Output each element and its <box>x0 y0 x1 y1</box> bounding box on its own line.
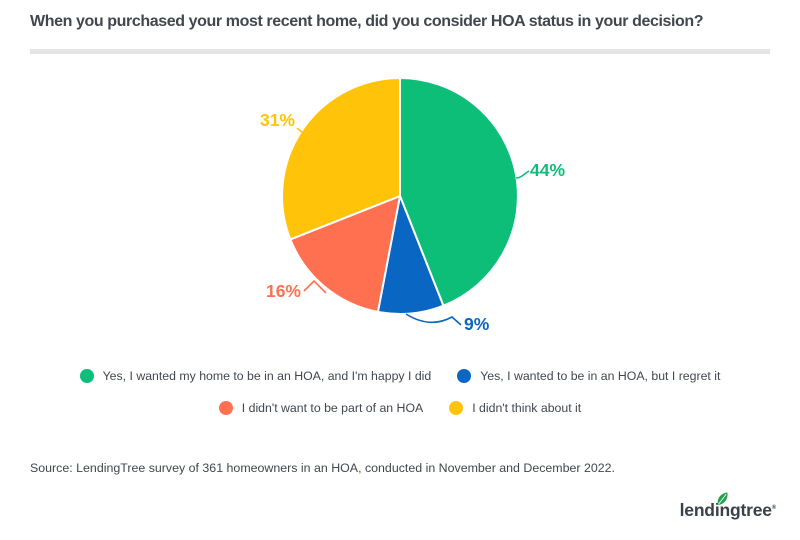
leaf-icon <box>716 490 729 506</box>
source-note: Source: LendingTree survey of 361 homeow… <box>30 461 615 475</box>
legend-dot-icon <box>218 401 233 415</box>
pie-value-label-1: 9% <box>464 314 490 334</box>
pie-value-label-3: 31% <box>260 110 295 130</box>
legend-label: I didn't think about it <box>472 401 582 415</box>
leader-line-0 <box>515 170 530 179</box>
legend-item-0: Yes, I wanted my home to be in an HOA, a… <box>79 369 432 383</box>
legend-label: Yes, I wanted my home to be in an HOA, a… <box>102 369 432 383</box>
logo-text-lend: lend <box>679 500 715 520</box>
pie-chart: 44% 9% 16% 31% <box>260 77 565 334</box>
pie-slice-0 <box>399 77 519 307</box>
legend-label: I didn't want to be part of an HOA <box>241 401 424 415</box>
legend-label: Yes, I wanted to be in an HOA, but I reg… <box>480 369 721 383</box>
legend-item-2: I didn't want to be part of an HOA <box>218 401 424 415</box>
legend-dot-icon <box>449 401 464 415</box>
legend-row-1: I didn't want to be part of an HOA I didn… <box>0 401 800 415</box>
pie-slice-3 <box>281 77 401 241</box>
legend-row-0: Yes, I wanted my home to be in an HOA, a… <box>0 369 800 383</box>
legend-item-1: Yes, I wanted to be in an HOA, but I reg… <box>457 369 720 383</box>
pie-value-label-2: 16% <box>266 281 301 301</box>
legend-dot-icon <box>457 369 472 383</box>
registered-mark: ® <box>771 505 776 512</box>
leader-line-2 <box>303 279 327 294</box>
legend-dot-icon <box>79 369 94 383</box>
legend-item-3: I didn't think about it <box>449 401 581 415</box>
title-divider <box>30 49 770 54</box>
legend: Yes, I wanted my home to be in an HOA, a… <box>0 369 800 433</box>
lendingtree-logo: lendingtree® <box>679 492 776 521</box>
pie-value-label-0: 44% <box>530 160 565 180</box>
pie-slice-2 <box>289 195 401 313</box>
leader-line-1 <box>405 313 462 326</box>
logo-text-ingtree: ingtree <box>714 500 772 520</box>
chart-title: When you purchased your most recent home… <box>30 13 704 30</box>
leader-line-3 <box>296 127 306 136</box>
